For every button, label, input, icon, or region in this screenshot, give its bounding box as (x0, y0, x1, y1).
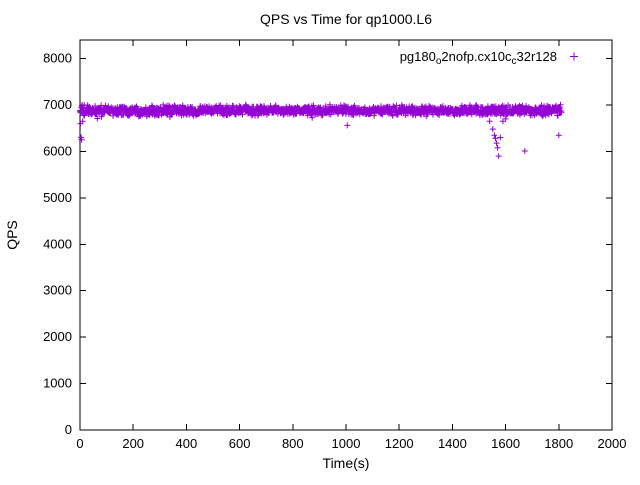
svg-text:1600: 1600 (491, 436, 520, 451)
y-tick-labels: 0 1000 2000 3000 4000 5000 6000 7000 8000 (43, 51, 72, 437)
x-axis-label: Time(s) (323, 455, 370, 471)
legend-plus-marker-icon (570, 52, 578, 61)
svg-text:4000: 4000 (43, 236, 72, 251)
svg-text:0: 0 (65, 422, 72, 437)
svg-text:0: 0 (76, 436, 83, 451)
svg-text:1000: 1000 (332, 436, 361, 451)
legend-label: pg180o2nofp.cx10cc32r128 (400, 49, 557, 67)
legend: pg180o2nofp.cx10cc32r128 (400, 49, 578, 67)
svg-text:2000: 2000 (43, 329, 72, 344)
x-tick-labels: 0 200 400 600 800 1000 1200 1400 1600 1800 2000 (76, 436, 626, 451)
svg-text:7000: 7000 (43, 97, 72, 112)
svg-text:3000: 3000 (43, 283, 72, 298)
svg-text:5000: 5000 (43, 190, 72, 205)
svg-text:1800: 1800 (544, 436, 573, 451)
svg-text:800: 800 (282, 436, 304, 451)
svg-text:6000: 6000 (43, 143, 72, 158)
svg-text:1000: 1000 (43, 376, 72, 391)
svg-text:8000: 8000 (43, 51, 72, 66)
svg-text:600: 600 (229, 436, 251, 451)
axes (79, 39, 613, 431)
scatter-points (77, 101, 565, 160)
svg-text:400: 400 (176, 436, 198, 451)
svg-text:200: 200 (122, 436, 144, 451)
svg-text:2000: 2000 (598, 436, 627, 451)
svg-text:1200: 1200 (385, 436, 414, 451)
chart-title: QPS vs Time for qp1000.L6 (260, 11, 432, 27)
svg-text:1400: 1400 (438, 436, 467, 451)
y-axis-label: QPS (4, 220, 20, 250)
